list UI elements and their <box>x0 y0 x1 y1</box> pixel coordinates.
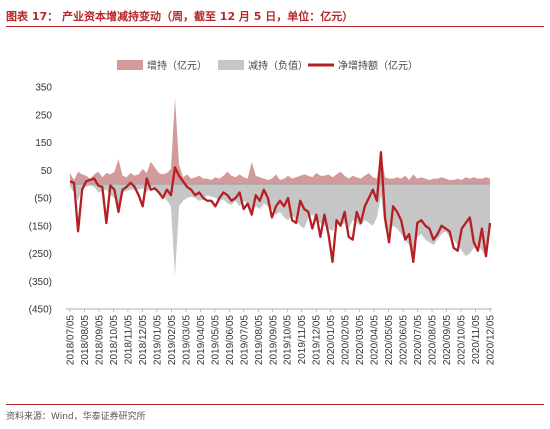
legend-decrease-swatch <box>218 60 244 70</box>
y-tick-label: 150 <box>35 138 52 149</box>
x-tick-label: 2020/04/05 <box>370 315 381 365</box>
y-tick-label: (450) <box>29 305 52 316</box>
x-tick-label: 2018/11/05 <box>123 315 134 365</box>
plot-area <box>69 98 492 276</box>
series-net-line <box>69 151 492 263</box>
x-tick-label: 2018/09/05 <box>94 315 105 365</box>
x-tick-label: 2019/05/05 <box>210 315 221 365</box>
x-tick-label: 2020/12/05 <box>486 315 497 365</box>
x-tick-label: 2019/11/05 <box>297 315 308 365</box>
x-tick-label: 2020/06/05 <box>399 315 410 365</box>
legend-decrease-label: 减持（负值） <box>248 59 308 72</box>
x-tick-label: 2020/09/05 <box>442 315 453 365</box>
x-tick-label: 2020/02/05 <box>341 315 352 365</box>
x-tick-label: 2019/03/05 <box>181 315 192 365</box>
x-tick-label: 2019/01/05 <box>152 315 163 365</box>
y-tick-label: (350) <box>29 277 52 288</box>
x-tick-label: 2019/10/05 <box>283 315 294 365</box>
y-tick-label: (50) <box>34 194 52 205</box>
footer-rule <box>6 404 544 405</box>
x-tick-label: 2019/02/05 <box>167 315 178 365</box>
chart-title: 图表 17： 产业资本增减持变动（周，截至 12 月 5 日，单位：亿元） <box>6 10 354 23</box>
y-tick-label: (250) <box>29 249 52 260</box>
x-tick-label: 2019/09/05 <box>268 315 279 365</box>
legend-net: 净增持额（亿元） <box>308 59 418 72</box>
series-increase-area <box>70 98 490 185</box>
y-tick-label: (150) <box>29 221 52 232</box>
x-tick-label: 2020/11/05 <box>471 315 482 365</box>
x-tick-label: 2019/04/05 <box>196 315 207 365</box>
series-decrease-area <box>70 184 490 276</box>
x-tick-label: 2018/08/05 <box>80 315 91 365</box>
x-tick-label: 2020/07/05 <box>413 315 424 365</box>
y-tick-label: 250 <box>35 110 52 121</box>
y-tick-label: 50 <box>41 166 53 177</box>
legend-increase: 增持（亿元） <box>117 59 207 72</box>
x-tick-label: 2019/06/05 <box>225 315 236 365</box>
legend-decrease: 减持（负值） <box>218 59 308 72</box>
x-axis: 2018/07/05 2018/08/05 2018/09/05 2018/10/05… <box>66 308 497 365</box>
x-tick-label: 2018/12/05 <box>138 315 149 365</box>
chart: 增持（亿元） 减持（负值） 净增持额（亿元） 350 250 150 50 (50) (150… <box>29 59 497 365</box>
y-axis: 350 250 150 50 (50) (150) (250) (350) (450) <box>29 83 53 316</box>
title-row: 图表 17： 产业资本增减持变动（周，截至 12 月 5 日，单位：亿元） <box>6 4 544 27</box>
legend-increase-swatch <box>117 60 143 70</box>
x-tick-label: 2018/10/05 <box>109 315 120 365</box>
y-tick-label: 350 <box>35 83 52 94</box>
x-tick-label: 2020/05/05 <box>384 315 395 365</box>
x-tick-label: 2020/03/05 <box>355 315 366 365</box>
x-tick-label: 2018/07/05 <box>66 315 77 365</box>
x-tick-label: 2019/12/05 <box>312 315 323 365</box>
x-tick-label: 2019/08/05 <box>254 315 265 365</box>
x-tick-label: 2020/01/05 <box>326 315 337 365</box>
x-tick-label: 2020/08/05 <box>428 315 439 365</box>
x-tick-label: 2019/07/05 <box>239 315 250 365</box>
legend-increase-label: 增持（亿元） <box>147 59 207 72</box>
source-note: 资料来源：Wind，华泰证券研究所 <box>6 412 146 422</box>
legend-net-label: 净增持额（亿元） <box>338 59 418 72</box>
x-tick-label: 2020/10/05 <box>457 315 468 365</box>
legend: 增持（亿元） 减持（负值） 净增持额（亿元） <box>117 59 418 72</box>
